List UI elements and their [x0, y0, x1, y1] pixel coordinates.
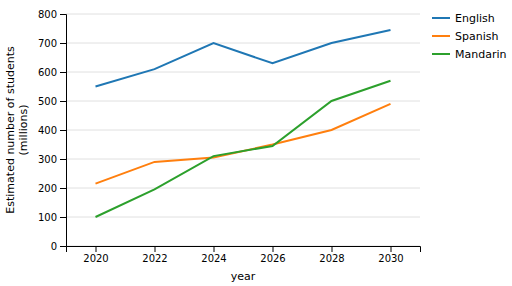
x-tick-mark: [214, 246, 215, 252]
y-tick-mark: [60, 246, 66, 247]
legend-label: English: [455, 12, 495, 25]
grid-line: [66, 72, 420, 73]
y-tick-label: 800: [38, 9, 57, 20]
y-tick: 800: [38, 9, 66, 20]
x-tick: 2026: [260, 246, 285, 264]
y-tick: 100: [38, 212, 66, 223]
y-tick-label: 300: [38, 154, 57, 165]
grid-line: [66, 217, 420, 218]
x-tick-label: 2024: [201, 253, 226, 264]
x-axis: 2020 2022 2024 2026 2028 2030: [67, 246, 421, 264]
y-tick-mark: [60, 130, 66, 131]
grid-line: [66, 101, 420, 102]
y-tick-label: 100: [38, 212, 57, 223]
x-tick: 2024: [201, 246, 226, 264]
legend-item: Spanish: [432, 30, 498, 43]
x-tick-label: 2022: [142, 253, 167, 264]
grid-line: [66, 159, 420, 160]
x-tick-label: 2020: [83, 253, 108, 264]
y-tick-mark: [60, 159, 66, 160]
grid-line: [66, 188, 420, 189]
x-tick: 2030: [378, 246, 403, 264]
y-tick-mark: [60, 43, 66, 44]
y-tick-label: 0: [51, 241, 57, 252]
lines: [96, 30, 391, 217]
y-tick-mark: [60, 101, 66, 102]
x-tick-label: 2030: [378, 253, 403, 264]
series-line: [96, 81, 391, 217]
y-tick-mark: [60, 188, 66, 189]
x-axis-line: [67, 247, 421, 253]
x-tick-mark: [273, 246, 274, 252]
series-line: [96, 104, 391, 184]
x-tick-mark: [155, 246, 156, 252]
legend-label: Mandarin: [455, 48, 507, 61]
x-tick-label: 2028: [319, 253, 344, 264]
x-tick-label: 2026: [260, 253, 285, 264]
x-tick: 2020: [83, 246, 108, 264]
grid: [66, 14, 420, 246]
y-axis-line: [60, 15, 67, 247]
y-tick: 200: [38, 183, 66, 194]
legend-swatch: [432, 53, 450, 55]
legend-swatch: [432, 35, 450, 37]
x-axis-title: year: [231, 270, 256, 283]
legend: English Spanish Mandarin: [432, 12, 507, 61]
y-axis-title: Estimated number of students(millions): [4, 46, 30, 214]
x-tick: 2022: [142, 246, 167, 264]
y-tick: 700: [38, 38, 66, 49]
grid-line: [66, 43, 420, 44]
x-tick-mark: [96, 246, 97, 252]
y-axis: 0 100 200 300 400 500 600 700 800: [38, 9, 67, 252]
legend-label: Spanish: [455, 30, 498, 43]
y-tick-mark: [60, 217, 66, 218]
y-tick-label: 200: [38, 183, 57, 194]
y-tick-label: 400: [38, 125, 57, 136]
grid-line: [66, 130, 420, 131]
x-tick-mark: [391, 246, 392, 252]
y-tick: 300: [38, 154, 66, 165]
legend-item: Mandarin: [432, 48, 507, 61]
legend-swatch: [432, 17, 450, 19]
x-tick-mark: [332, 246, 333, 252]
y-tick-mark: [60, 14, 66, 15]
y-tick-label: 500: [38, 96, 57, 107]
y-tick: 600: [38, 67, 66, 78]
y-tick-mark: [60, 72, 66, 73]
plot: 2020 2022 2024 2026 2028 2030 0 100 200 300 400 500…: [38, 9, 421, 264]
y-tick-label: 700: [38, 38, 57, 49]
y-tick-label: 600: [38, 67, 57, 78]
legend-item: English: [432, 12, 495, 25]
grid-line: [66, 14, 420, 15]
y-tick: 400: [38, 125, 66, 136]
series-line: [96, 30, 391, 87]
y-tick: 500: [38, 96, 66, 107]
chart: 2020 2022 2024 2026 2028 2030 0 100 200 300 400 500…: [0, 0, 512, 286]
y-tick: 0: [51, 241, 66, 252]
x-tick: 2028: [319, 246, 344, 264]
